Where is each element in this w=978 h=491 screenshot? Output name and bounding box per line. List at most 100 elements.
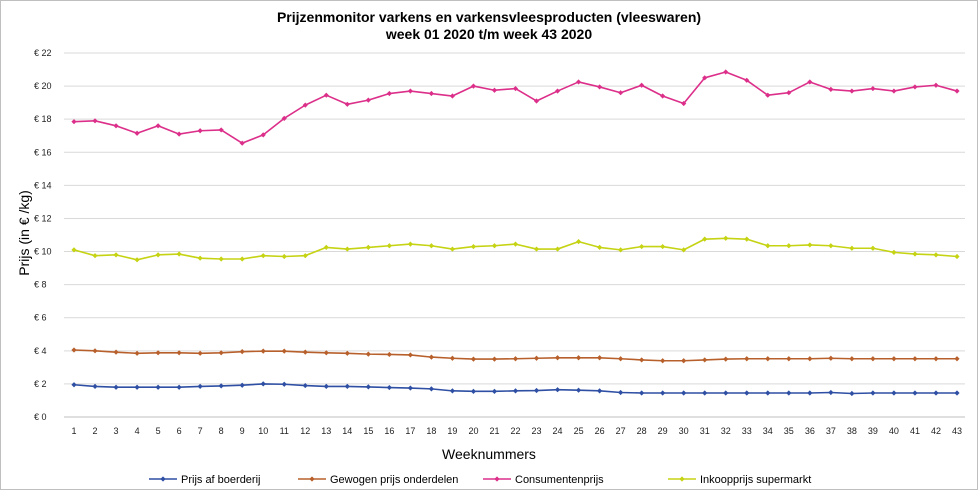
x-tick-label: 15 xyxy=(363,426,373,436)
x-tick-label: 35 xyxy=(784,426,794,436)
data-point xyxy=(870,245,876,251)
data-point xyxy=(71,347,77,353)
y-tick-label: € 10 xyxy=(34,247,52,257)
data-point xyxy=(723,356,729,362)
data-point xyxy=(702,75,708,81)
data-point xyxy=(134,257,140,263)
x-tick-label: 40 xyxy=(889,426,899,436)
data-point xyxy=(723,235,729,241)
y-tick-label: € 22 xyxy=(34,48,52,58)
data-point xyxy=(92,348,98,354)
x-tick-label: 34 xyxy=(763,426,773,436)
gridlines xyxy=(64,52,965,385)
data-point xyxy=(281,115,287,121)
data-point xyxy=(197,350,203,356)
data-point xyxy=(786,356,792,362)
y-tick-label: € 16 xyxy=(34,147,52,157)
data-point xyxy=(386,90,392,97)
legend-entry: Prijs af boerderij xyxy=(181,474,260,486)
data-point xyxy=(113,123,119,129)
x-tick-label: 18 xyxy=(426,426,436,436)
data-point xyxy=(891,390,897,396)
data-point xyxy=(618,389,624,396)
x-tick-label: 2 xyxy=(93,426,98,436)
data-point xyxy=(554,88,561,94)
x-tick-label: 30 xyxy=(679,426,689,436)
data-point xyxy=(239,349,245,355)
data-point xyxy=(723,390,729,396)
x-tick-label: 36 xyxy=(805,426,815,436)
data-point xyxy=(870,85,876,92)
data-point xyxy=(807,390,813,396)
data-point xyxy=(176,131,182,137)
data-point xyxy=(786,390,792,396)
data-point xyxy=(849,356,855,362)
series-3 xyxy=(71,69,960,146)
data-point xyxy=(71,119,77,125)
data-point xyxy=(786,90,792,96)
data-point xyxy=(575,355,582,361)
y-axis-ticks: € 0 € 2 € 4 € 6 € 8 € 10 € 12 € 14 € 16 € 18 € 20 €… xyxy=(34,48,52,422)
data-point xyxy=(933,356,939,362)
data-point xyxy=(323,92,329,98)
y-tick-label: € 18 xyxy=(34,114,52,124)
data-point xyxy=(660,243,666,250)
x-tick-label: 24 xyxy=(553,426,563,436)
data-point xyxy=(807,79,813,85)
data-point xyxy=(891,88,897,94)
data-point xyxy=(491,87,498,93)
data-point xyxy=(71,382,77,388)
data-point xyxy=(260,253,266,259)
data-point xyxy=(870,390,876,396)
data-point xyxy=(491,243,498,249)
data-point xyxy=(533,246,540,252)
x-tick-label: 11 xyxy=(280,426,289,436)
data-point xyxy=(428,354,435,360)
data-point xyxy=(596,388,603,394)
data-point xyxy=(933,390,939,396)
x-tick-label: 23 xyxy=(532,426,542,436)
x-tick-label: 38 xyxy=(847,426,857,436)
data-point xyxy=(575,387,582,393)
series-4 xyxy=(71,235,960,263)
x-tick-label: 14 xyxy=(342,426,352,436)
data-point xyxy=(365,384,371,390)
data-point xyxy=(807,356,813,362)
x-tick-label: 7 xyxy=(198,426,203,436)
data-point xyxy=(744,77,750,83)
x-tick-label: 4 xyxy=(135,426,140,436)
data-point xyxy=(596,244,603,251)
data-point xyxy=(71,247,77,253)
data-point xyxy=(639,243,645,250)
x-tick-label: 8 xyxy=(219,426,224,436)
x-axis-ticks: 1 2 3 4 5 6 7 8 9 10 11 12 13 14 15 16 17 18 19 20 21 22 23 24 2… xyxy=(71,426,962,436)
data-point xyxy=(386,384,392,391)
data-point xyxy=(365,244,371,251)
data-point xyxy=(933,252,939,258)
data-point xyxy=(870,356,876,362)
data-point xyxy=(218,127,224,133)
data-point xyxy=(891,249,897,255)
x-tick-label: 17 xyxy=(405,426,415,436)
data-point xyxy=(218,383,224,389)
data-point xyxy=(912,390,918,396)
data-point xyxy=(92,383,98,389)
data-point xyxy=(954,253,960,260)
data-point xyxy=(323,383,329,389)
series-2 xyxy=(71,347,960,364)
data-point xyxy=(660,93,666,99)
x-tick-label: 26 xyxy=(595,426,605,436)
y-tick-label: € 14 xyxy=(34,180,52,190)
data-point xyxy=(197,255,203,261)
legend-marker xyxy=(494,476,500,482)
data-point xyxy=(639,390,645,396)
data-point xyxy=(828,389,834,396)
data-point xyxy=(639,82,645,88)
data-point xyxy=(155,384,161,390)
data-point xyxy=(302,349,308,355)
x-tick-label: 28 xyxy=(637,426,647,436)
data-point xyxy=(744,390,750,396)
data-point xyxy=(113,252,119,258)
data-point xyxy=(765,390,771,396)
data-point xyxy=(849,245,855,251)
